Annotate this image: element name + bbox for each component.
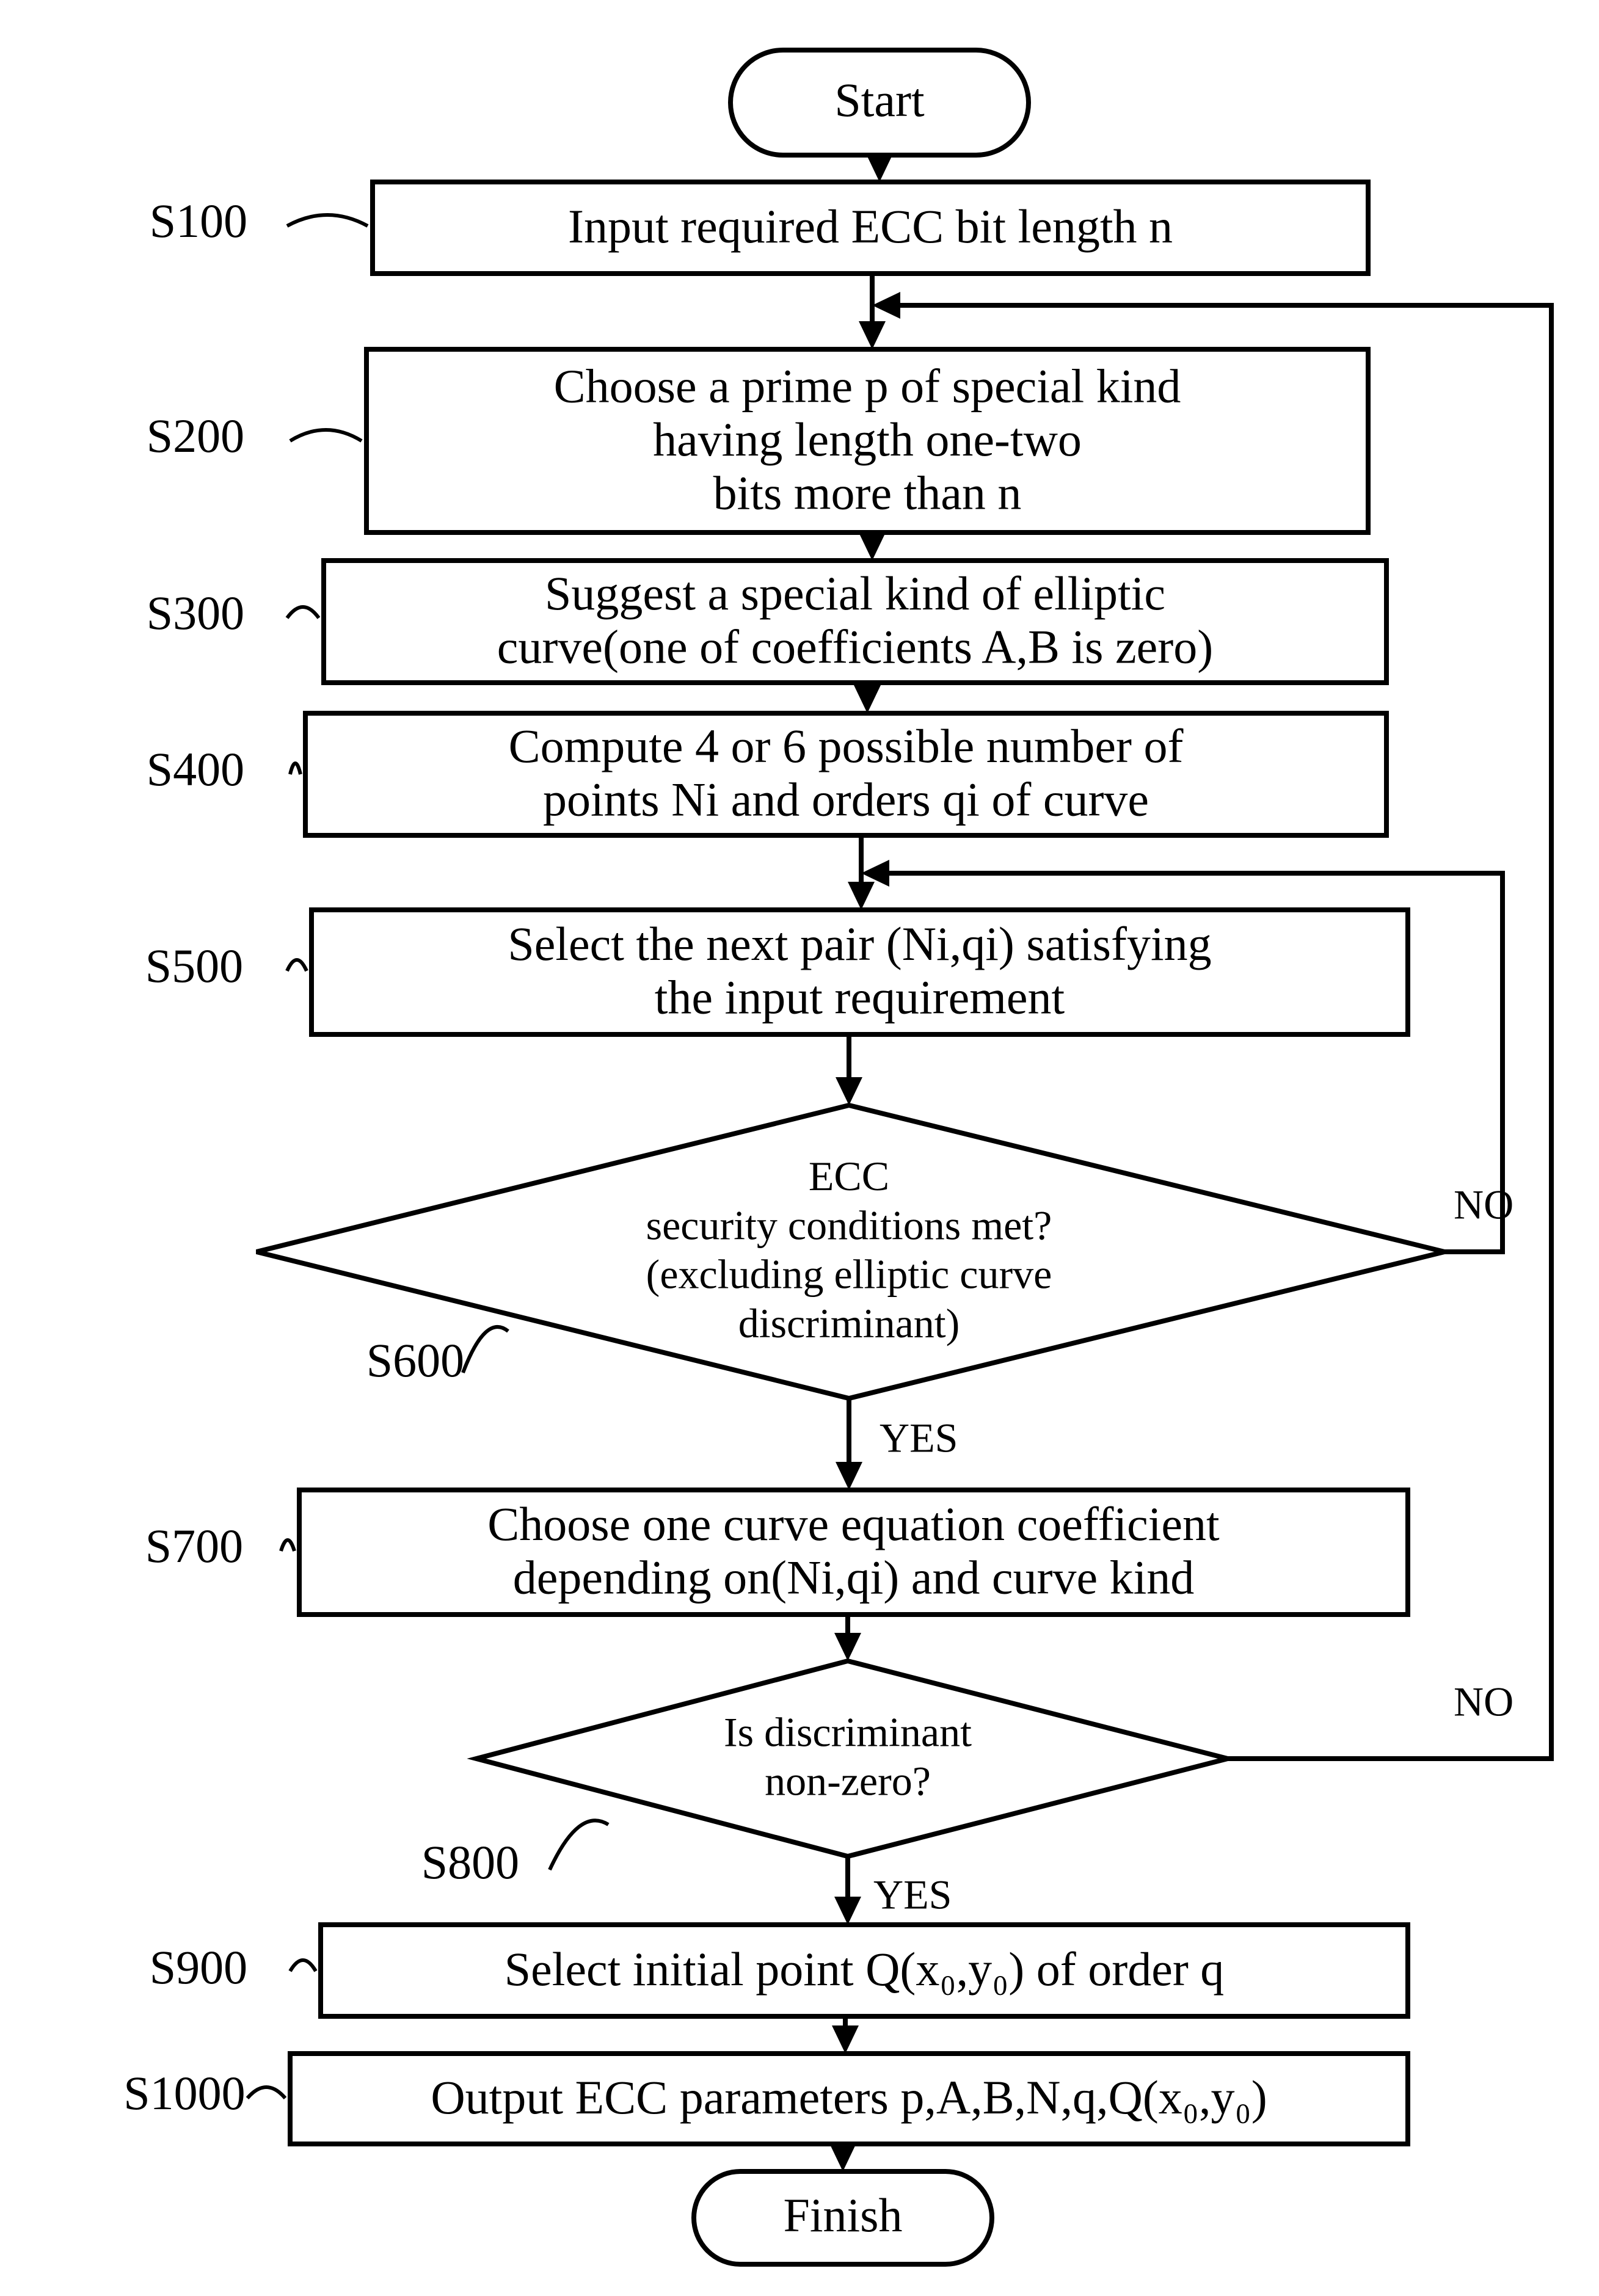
arrow-head (836, 1077, 862, 1105)
leader (463, 1327, 508, 1373)
arrow-head (854, 685, 881, 713)
arrow-head (848, 882, 875, 910)
process-text-s100-0: Input required ECC bit length n (568, 200, 1173, 253)
arrow-head (834, 1633, 861, 1661)
process-text-s700-1: depending on(Ni,qi) and curve kind (513, 1551, 1195, 1604)
process-text-s900-0: Select initial point Q(x₀,y₀) of order q (504, 1942, 1225, 1996)
process-text-s200-2: bits more than n (713, 466, 1022, 519)
process-text-s400-1: points Ni and orders qi of curve (543, 773, 1149, 826)
step-label-s600: S600 (366, 1334, 464, 1387)
process-text-s300-0: Suggest a special kind of elliptic (545, 567, 1165, 620)
decision-text-s600-3: discriminant) (738, 1300, 960, 1346)
leader (287, 215, 368, 226)
step-label-s700: S700 (145, 1519, 243, 1572)
process-text-s500-1: the input requirement (655, 971, 1065, 1024)
arrow-head (829, 2143, 856, 2171)
process-text-s300-1: curve(one of coefficients A,B is zero) (497, 620, 1213, 674)
leader (287, 960, 307, 971)
decision-text-s800-1: non-zero? (765, 1758, 931, 1804)
process-text-s200-0: Choose a prime p of special kind (554, 360, 1181, 413)
arrow-head (872, 292, 900, 319)
leader (550, 1820, 608, 1870)
decision-text-s600-0: ECC (809, 1153, 889, 1199)
terminator-label-start: Start (834, 73, 925, 126)
step-label-s300: S300 (147, 586, 244, 639)
step-label-s900: S900 (150, 1941, 247, 1994)
arrow-head (859, 532, 886, 561)
no-label-s800: NO (1454, 1679, 1513, 1725)
step-label-s100: S100 (150, 194, 247, 247)
step-label-s800: S800 (421, 1836, 519, 1889)
step-label-s400: S400 (147, 743, 244, 796)
leader (287, 607, 319, 618)
arrow-head (866, 154, 893, 182)
yes-label-s800: YES (873, 1872, 952, 1918)
leader (290, 763, 300, 774)
arrow-head (859, 321, 886, 349)
arrow-head (834, 1897, 861, 1925)
leader (247, 2087, 285, 2098)
decision-text-s600-2: (excluding elliptic curve (646, 1251, 1052, 1298)
process-text-s500-0: Select the next pair (Ni,qi) satisfying (508, 917, 1211, 970)
process-text-s200-1: having length one-two (653, 413, 1082, 466)
step-label-s200: S200 (147, 409, 244, 462)
process-text-s1000-0: Output ECC parameters p,A,B,N,q,Q(x₀,y₀) (431, 2071, 1267, 2124)
leader (290, 1960, 316, 1971)
step-label-s1000: S1000 (123, 2066, 245, 2120)
step-label-s500: S500 (145, 939, 243, 992)
yes-label-s600: YES (880, 1415, 958, 1461)
no-label-s600: NO (1454, 1182, 1513, 1228)
process-text-s400-0: Compute 4 or 6 possible number of (509, 719, 1184, 772)
arrow-head (832, 2025, 859, 2054)
decision-text-s600-1: security conditions met? (646, 1202, 1052, 1248)
leader (290, 430, 362, 441)
process-text-s700-0: Choose one curve equation coefficient (487, 1497, 1220, 1550)
decision-text-s800-0: Is discriminant (724, 1709, 972, 1755)
leader (281, 1540, 294, 1551)
terminator-label-finish: Finish (783, 2189, 902, 2242)
arrow-head (836, 1462, 862, 1490)
